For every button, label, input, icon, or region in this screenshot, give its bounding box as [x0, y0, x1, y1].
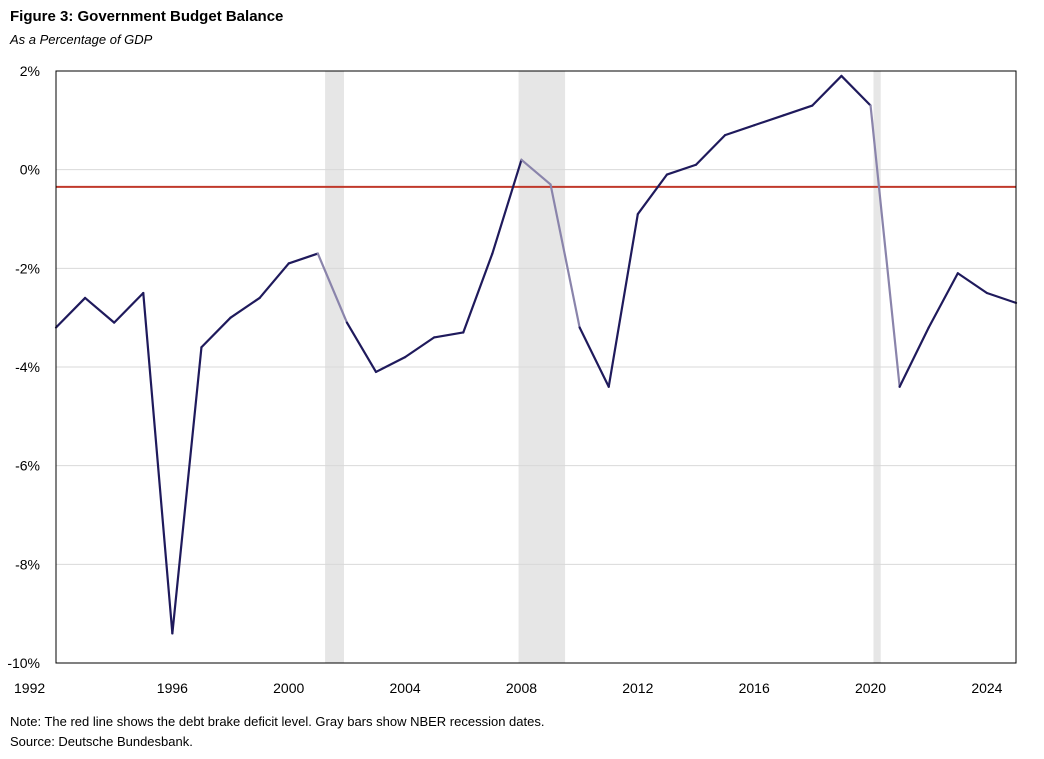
series-segment-1997 [200, 316, 232, 349]
series-segment-1995 [142, 291, 174, 635]
series-segment-2007 [491, 158, 523, 255]
series-segment-2016 [753, 114, 785, 127]
series-segment-1993 [83, 296, 116, 324]
series-segment-1998 [229, 296, 261, 319]
series-segment-2010 [578, 326, 610, 388]
series-segment-2024 [985, 291, 1018, 304]
y-tick-label--8%: -8% [15, 556, 40, 572]
series-segment-1992 [54, 296, 87, 329]
y-tick-label-0%: 0% [20, 162, 40, 178]
series-segment-2011 [607, 212, 639, 388]
y-axis-ticks: 2% 0% -2% -4% -6% -8% -10% [7, 63, 40, 671]
note-text: Note: The red line shows the debt brake … [10, 714, 545, 729]
series-segment-2020 [869, 104, 901, 388]
series-segment-2022 [927, 272, 959, 329]
series-segment-1999 [258, 262, 290, 300]
series-segment-2014 [694, 134, 727, 166]
gridlines [56, 169, 1016, 565]
x-tick-label-2020: 2020 [855, 680, 886, 696]
series-segment-2005 [433, 331, 465, 339]
x-tick-label-2024: 2024 [971, 680, 1002, 696]
x-tick-label-2000: 2000 [273, 680, 304, 696]
series-segment-2018 [811, 74, 843, 107]
y-tick-label--2%: -2% [15, 260, 40, 276]
y-tick-label--10%: -10% [7, 655, 40, 671]
series-segment-2002 [345, 321, 378, 374]
series-segment-2021 [898, 326, 930, 388]
x-tick-label-1992: 1992 [14, 680, 45, 696]
y-tick-label--6%: -6% [15, 458, 40, 474]
x-axis-ticks: 1992 1996 2000 2004 2008 2012 2016 2020 2024 [14, 680, 1003, 696]
x-tick-label-2012: 2012 [622, 680, 653, 696]
series-segment-2012 [636, 173, 669, 216]
plot-frame [55, 70, 1017, 664]
series-segment-2003 [374, 356, 407, 374]
series-segment-2000 [287, 252, 319, 265]
series-segment-2006 [462, 252, 494, 334]
x-tick-label-1996: 1996 [157, 680, 188, 696]
y-tick-label-2%: 2% [20, 63, 40, 79]
x-tick-label-2016: 2016 [739, 680, 770, 696]
series-segment-2017 [782, 104, 814, 117]
footer-notes: Note: The red line shows the debt brake … [10, 712, 544, 752]
chart-title: Figure 3: Government Budget Balance [10, 8, 284, 25]
series-segment-1994 [113, 291, 145, 324]
series-segment-2015 [723, 124, 756, 137]
chart-subtitle: As a Percentage of GDP [10, 32, 153, 47]
series-layer [54, 74, 1018, 635]
series-segment-2001 [316, 252, 349, 324]
series-segment-2004 [403, 336, 436, 359]
series-segment-2019 [840, 74, 872, 107]
series-segment-1996 [171, 346, 203, 635]
series-segment-2023 [956, 272, 989, 295]
series-segment-2009 [549, 183, 581, 329]
source-text: Source: Deutsche Bundesbank. [10, 734, 193, 749]
x-tick-label-2008: 2008 [506, 680, 537, 696]
y-tick-label--4%: -4% [15, 359, 40, 375]
series-segment-2008 [520, 158, 552, 186]
series-segment-2013 [665, 163, 698, 176]
x-tick-label-2004: 2004 [390, 680, 421, 696]
